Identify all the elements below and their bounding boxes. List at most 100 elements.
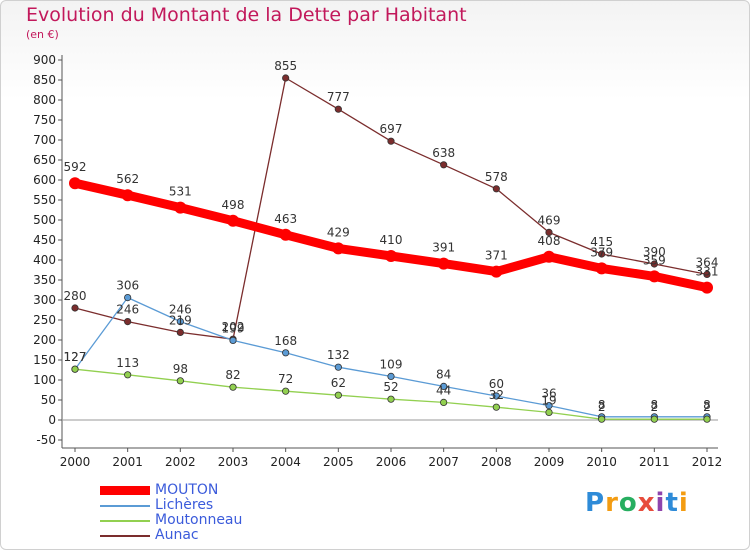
y-tick-label: 250 bbox=[33, 313, 56, 327]
x-tick-label: 2010 bbox=[586, 455, 617, 469]
y-tick-label: 300 bbox=[33, 293, 56, 307]
data-label: 82 bbox=[225, 368, 240, 382]
data-point bbox=[385, 250, 397, 262]
legend-label-licheres: Lichères bbox=[155, 497, 214, 513]
data-point bbox=[334, 363, 342, 371]
data-label: 578 bbox=[485, 170, 508, 184]
legend-label-moutonneau: Moutonneau bbox=[155, 512, 243, 528]
data-label: 246 bbox=[169, 303, 192, 317]
x-tick-label: 2008 bbox=[481, 455, 512, 469]
data-label: 2 bbox=[598, 400, 606, 414]
data-point bbox=[174, 201, 187, 214]
data-label: 127 bbox=[64, 350, 87, 364]
y-tick-label: 550 bbox=[33, 193, 56, 207]
y-tick-label: -50 bbox=[36, 433, 56, 447]
data-label: 415 bbox=[590, 235, 613, 249]
data-label: 127 bbox=[64, 350, 87, 364]
data-point bbox=[545, 228, 553, 236]
data-point bbox=[229, 336, 237, 344]
data-label: 777 bbox=[327, 90, 350, 104]
data-point bbox=[440, 382, 448, 390]
data-point bbox=[282, 74, 290, 82]
data-point bbox=[703, 270, 711, 278]
data-point bbox=[282, 387, 290, 395]
data-label: 8 bbox=[598, 398, 606, 412]
x-tick-label: 2006 bbox=[376, 455, 407, 469]
y-tick-label: 0 bbox=[48, 413, 56, 427]
data-label: 113 bbox=[116, 356, 139, 370]
data-label: 8 bbox=[651, 398, 659, 412]
data-label: 280 bbox=[64, 289, 87, 303]
y-tick-label: 450 bbox=[33, 233, 56, 247]
y-tick-label: 350 bbox=[33, 273, 56, 287]
data-point bbox=[387, 137, 395, 145]
data-point bbox=[543, 250, 555, 263]
data-label: 52 bbox=[383, 380, 398, 394]
data-label: 391 bbox=[432, 241, 455, 255]
logo-letter: r bbox=[605, 488, 619, 518]
data-label: 246 bbox=[116, 303, 139, 317]
data-label: 390 bbox=[643, 245, 666, 259]
legend-swatch-aunac bbox=[100, 535, 150, 537]
data-point bbox=[282, 349, 290, 357]
data-point bbox=[650, 260, 658, 268]
y-tick-label: 600 bbox=[33, 173, 56, 187]
data-point bbox=[332, 242, 345, 255]
data-point bbox=[545, 401, 553, 410]
y-tick-label: 100 bbox=[33, 373, 56, 387]
data-point bbox=[703, 415, 711, 423]
data-label: 60 bbox=[489, 377, 504, 391]
data-label: 44 bbox=[436, 383, 451, 397]
data-label: 168 bbox=[274, 334, 297, 348]
data-point bbox=[595, 262, 608, 275]
proxiti-logo: Proxiti bbox=[585, 488, 689, 518]
data-label: 531 bbox=[169, 185, 192, 199]
logo-letter: P bbox=[585, 488, 606, 518]
logo-letter: t bbox=[665, 488, 679, 518]
data-point bbox=[124, 371, 132, 379]
data-label: 408 bbox=[538, 234, 561, 248]
y-tick-label: 850 bbox=[33, 73, 56, 87]
data-point bbox=[701, 281, 713, 294]
data-label: 2 bbox=[703, 400, 711, 414]
data-label: 72 bbox=[278, 372, 293, 386]
y-tick-label: 700 bbox=[33, 133, 56, 147]
data-label: 132 bbox=[327, 348, 350, 362]
data-label: 855 bbox=[274, 59, 297, 73]
data-point bbox=[71, 304, 79, 312]
logo-letter: x bbox=[637, 488, 656, 518]
data-point bbox=[124, 293, 132, 302]
x-tick-label: 2005 bbox=[323, 455, 354, 469]
data-label: 469 bbox=[538, 213, 561, 227]
logo-letter: o bbox=[618, 488, 638, 518]
data-point bbox=[69, 177, 81, 190]
data-label: 592 bbox=[64, 160, 87, 174]
data-point bbox=[440, 161, 448, 169]
legend-label-mouton: MOUTON bbox=[155, 482, 219, 498]
data-label: 697 bbox=[380, 122, 403, 136]
data-point bbox=[279, 228, 292, 241]
y-tick-label: 750 bbox=[33, 113, 56, 127]
x-tick-label: 2012 bbox=[692, 455, 723, 469]
data-label: 638 bbox=[432, 146, 455, 160]
data-point bbox=[492, 392, 500, 400]
y-tick-label: 500 bbox=[33, 213, 56, 227]
data-point bbox=[124, 317, 132, 326]
data-label: 410 bbox=[380, 233, 403, 247]
logo-letter: i bbox=[655, 488, 666, 518]
data-label: 429 bbox=[327, 225, 350, 239]
data-point bbox=[334, 105, 342, 113]
data-point bbox=[387, 372, 395, 380]
data-label: 84 bbox=[436, 367, 451, 381]
data-point bbox=[545, 408, 553, 416]
data-label: 562 bbox=[116, 172, 139, 186]
legend-label-aunac: Aunac bbox=[155, 527, 199, 543]
data-point bbox=[176, 328, 184, 336]
data-point bbox=[598, 250, 606, 258]
data-point bbox=[176, 377, 184, 385]
legend-swatch-moutonneau bbox=[100, 520, 150, 522]
x-tick-label: 2009 bbox=[534, 455, 565, 469]
data-point bbox=[598, 415, 606, 423]
x-tick-label: 2004 bbox=[270, 455, 301, 469]
